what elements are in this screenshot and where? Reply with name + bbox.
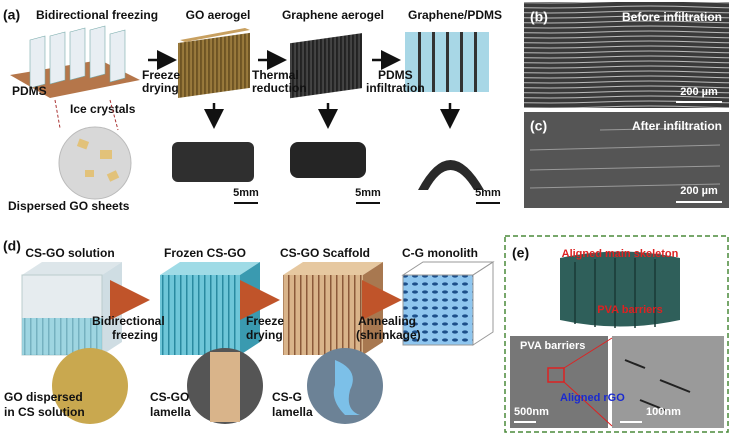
lamella: [333, 360, 360, 415]
sem-image: [524, 2, 729, 108]
step-label: Freeze: [142, 68, 180, 82]
stage-title: Graphene aerogel: [282, 8, 384, 22]
inset-caption: CS-GO: [150, 390, 189, 404]
annotation: PVA barriers: [520, 340, 585, 352]
scale-label: 100nm: [646, 406, 681, 418]
inset-caption: lamella: [272, 405, 313, 419]
step-label: Thermal: [252, 68, 299, 82]
stage-title: Frozen CS-GO: [164, 246, 246, 260]
step-label: (shrinkage): [356, 328, 421, 342]
cube-solution: [21, 262, 122, 356]
texture: [529, 127, 721, 189]
step-label: Freeze: [246, 314, 284, 328]
inset-caption: GO dispersed: [4, 390, 83, 404]
step-label: PDMS: [378, 68, 413, 82]
ice-crystals: [29, 25, 126, 89]
panel-label: (b): [530, 9, 548, 25]
graphene-aerogel-block: [290, 33, 362, 99]
go-sheets: [76, 138, 120, 182]
annotation: Aligned rGO: [560, 392, 625, 404]
zoom-line: [563, 337, 613, 369]
photo-bent: [418, 160, 484, 190]
panel-d: (d) CS-GO solution Frozen CS-GO CS-GO Sc…: [3, 238, 495, 424]
photo-go: [172, 142, 254, 182]
zoom-line: [563, 381, 613, 427]
setup-label: Ice crystals: [70, 102, 136, 116]
pdms-base: [10, 60, 140, 98]
panel-c: (c) After infiltration 200 µm: [524, 112, 729, 208]
panel-b: (b) Before infiltration 200 µm: [524, 2, 729, 108]
panel-a: (a) Bidirectional freezing PDMS Ice crys…: [3, 7, 502, 213]
tem-image: [612, 336, 724, 428]
lamella: [210, 352, 240, 422]
scale-label: 200 µm: [680, 185, 718, 197]
frame: [504, 235, 729, 433]
scale-label: 5mm: [355, 187, 381, 199]
stage-title: Graphene/PDMS: [408, 8, 502, 22]
inset-circle: [58, 126, 132, 200]
zoom-line: [109, 99, 119, 131]
caption: Before infiltration: [622, 10, 722, 24]
annotation: Aligned main skeleton: [562, 248, 679, 260]
graphene-pdms-block: [405, 32, 489, 92]
process-arrows: [148, 50, 460, 129]
rgo-streaks: [624, 359, 691, 411]
inset-circle: [52, 348, 128, 424]
inset-caption: in CS solution: [4, 405, 85, 419]
annotation: PVA barriers: [597, 304, 662, 316]
scale-label: 5mm: [233, 187, 259, 199]
title: Bidirectional freezing: [36, 8, 158, 22]
step-label: infiltration: [366, 81, 425, 95]
photo-graphene: [290, 142, 366, 178]
cube-frozen: [160, 262, 260, 355]
zoom-line: [54, 99, 61, 129]
panel-e: (e) Aligned main skeleton PVA barriers P…: [504, 235, 729, 433]
step-label: reduction: [252, 81, 307, 95]
block-top: [180, 28, 250, 42]
scale-label: 200 µm: [680, 86, 718, 98]
panel-label: (d): [3, 238, 21, 254]
step-label: drying: [246, 328, 283, 342]
stage-title: CS-GO Scaffold: [280, 246, 370, 260]
stage-title: C-G monolith: [402, 246, 478, 260]
panel-label: (a): [3, 7, 20, 23]
step-label: drying: [142, 81, 179, 95]
panel-label: (e): [512, 245, 529, 261]
skeleton: [560, 251, 680, 328]
inset-caption: Dispersed GO sheets: [8, 199, 130, 213]
cube-monolith: [401, 261, 495, 346]
panel-label: (c): [530, 118, 547, 134]
inset-caption: CS-G: [272, 390, 302, 404]
step-label: Bidirectional: [92, 314, 165, 328]
scale-label: 500nm: [514, 406, 549, 418]
step-label: Annealing: [358, 314, 416, 328]
stage-title: CS-GO solution: [25, 246, 114, 260]
setup-label: PDMS: [12, 84, 47, 98]
inset-caption: lamella: [150, 405, 191, 419]
go-aerogel-block: [178, 32, 250, 98]
step-label: freezing: [112, 328, 158, 342]
caption: After infiltration: [632, 119, 722, 133]
zoom-box: [547, 367, 565, 383]
scale-label: 5mm: [475, 187, 501, 199]
stage-title: GO aerogel: [186, 8, 251, 22]
